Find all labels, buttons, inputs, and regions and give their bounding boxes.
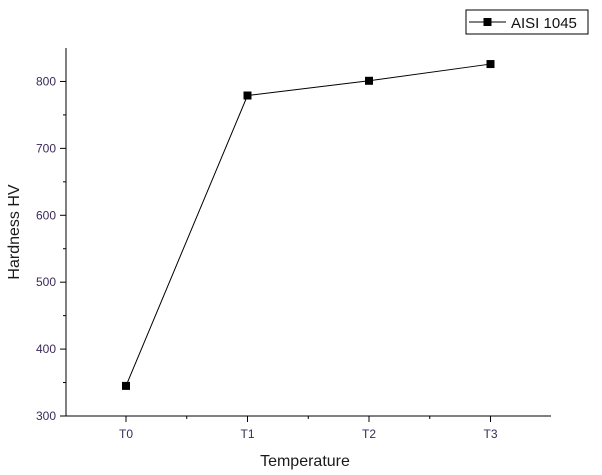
data-point <box>243 91 252 100</box>
x-tick-label: T3 <box>483 427 497 441</box>
y-tick-label: 500 <box>36 275 56 289</box>
x-tick-label: T1 <box>240 427 254 441</box>
plot-frame <box>65 48 551 417</box>
data-point <box>486 60 495 69</box>
x-axis: T0 T1 T2 T3 <box>119 416 498 441</box>
y-axis-title: Hardness HV <box>6 184 23 279</box>
data-point <box>365 76 373 85</box>
y-tick-label: 400 <box>36 342 56 356</box>
series-line <box>125 63 491 387</box>
legend-marker <box>483 18 492 26</box>
data-point <box>122 381 130 390</box>
x-tick-label: T0 <box>119 427 133 441</box>
legend-label: AISI 1045 <box>511 15 577 32</box>
y-tick-label: 300 <box>36 409 56 423</box>
y-tick-label: 600 <box>36 208 56 222</box>
legend: AISI 1045 <box>465 9 589 35</box>
x-tick-label: T2 <box>362 427 376 441</box>
y-tick-label: 800 <box>36 74 56 88</box>
x-axis-title: Temperature <box>260 453 350 470</box>
y-axis: 300 400 500 600 700 800 <box>36 74 66 423</box>
series-layer <box>122 60 495 390</box>
y-tick-label: 700 <box>36 141 56 155</box>
